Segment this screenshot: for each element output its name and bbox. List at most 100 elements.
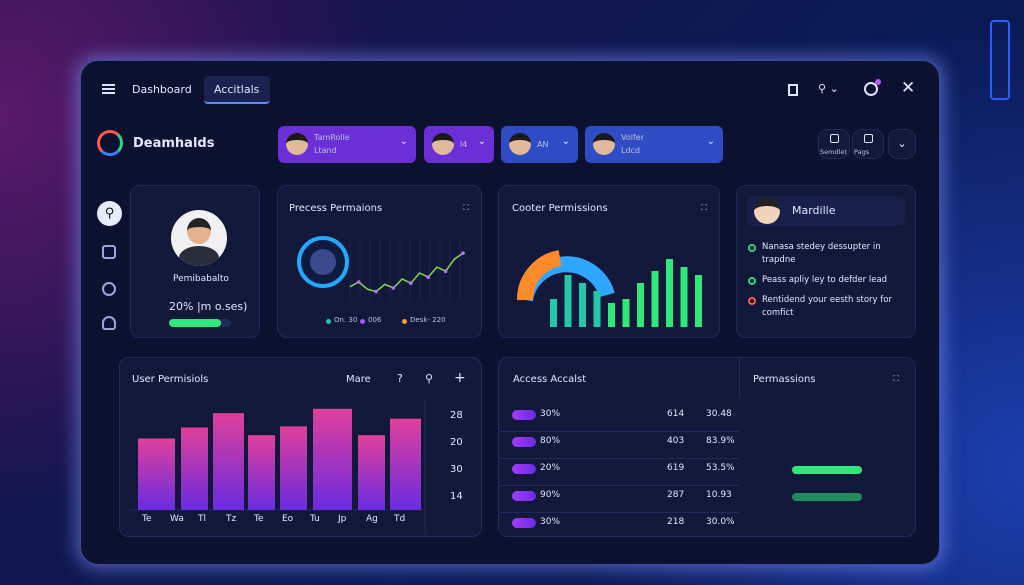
legend-label: On. 30 xyxy=(334,316,358,324)
note-dot xyxy=(748,297,756,305)
bar xyxy=(579,283,586,327)
cell: 80% xyxy=(540,436,561,446)
toggle[interactable] xyxy=(512,518,536,528)
search[interactable]: ⚲ xyxy=(425,372,434,385)
help[interactable]: ? xyxy=(397,372,403,385)
bar xyxy=(637,283,644,327)
user-chip[interactable]: l4 ⌄ xyxy=(424,126,494,163)
bar xyxy=(695,275,702,327)
user-chip[interactable]: TamRolle Ltand ⌄ xyxy=(278,126,416,163)
icon[interactable] xyxy=(788,84,798,96)
expand[interactable]: ⛶ xyxy=(701,203,707,212)
y-tick-label: 30 xyxy=(450,464,463,475)
side-icon[interactable] xyxy=(102,316,116,330)
cell: 218 xyxy=(667,517,685,527)
bar xyxy=(213,413,244,510)
card-title: Cooter Permissions xyxy=(512,203,608,214)
note-text: Peass apliy ley to defder lead xyxy=(762,275,888,285)
permission-bar xyxy=(792,466,862,474)
legend-dot xyxy=(402,319,407,324)
bar xyxy=(313,408,352,510)
x-tick-label: Wa xyxy=(170,514,184,524)
avatar xyxy=(171,210,227,266)
user-sub: Ldcd xyxy=(621,146,641,155)
action-label: Semdlet xyxy=(820,148,847,156)
search[interactable]: ⚲ xyxy=(97,201,122,226)
side-icon[interactable] xyxy=(102,282,116,296)
bar xyxy=(593,291,601,327)
toggle[interactable] xyxy=(512,437,536,447)
cell: 614 xyxy=(667,409,685,419)
bar xyxy=(680,267,688,327)
logo xyxy=(97,130,123,156)
bar xyxy=(651,271,659,327)
bar xyxy=(248,435,275,510)
x-tick-label: Te xyxy=(142,514,152,524)
avatar xyxy=(286,133,308,155)
profile-card: Pemibabalto 20% |m o.ses) xyxy=(130,185,260,338)
nav-item[interactable]: Dashboard xyxy=(132,83,192,96)
profile-stat: 20% |m o.ses) xyxy=(169,300,248,313)
side-icon[interactable] xyxy=(102,245,116,259)
add[interactable]: + xyxy=(454,370,466,386)
row-divider xyxy=(499,431,739,432)
progress-fill xyxy=(169,319,222,327)
bar xyxy=(622,299,630,327)
avatar xyxy=(432,133,454,155)
cell: 403 xyxy=(667,436,685,446)
more[interactable]: Mare xyxy=(346,374,371,385)
notes-name: Mardille xyxy=(792,204,836,217)
legend-dot xyxy=(360,319,365,324)
x-tick-label: Ag xyxy=(366,514,378,524)
notification[interactable] xyxy=(864,79,881,96)
access-card: Access Accalst Permassions ⛶ xyxy=(498,357,916,537)
bar xyxy=(666,259,673,327)
legend-label: 006 xyxy=(368,316,382,324)
bar xyxy=(564,275,572,327)
user-name: TamRolle xyxy=(314,133,350,142)
user-chip[interactable]: Volfer Ldcd ⌄ xyxy=(585,126,723,163)
nav-tab[interactable]: Accitlals xyxy=(204,76,270,104)
icon xyxy=(830,134,839,143)
user-sub: l4 xyxy=(460,140,468,149)
x-tick-label: Td xyxy=(394,514,406,524)
column-title: Permassions xyxy=(753,374,816,385)
row-divider xyxy=(499,458,739,459)
close[interactable]: ✕ xyxy=(901,78,916,98)
note-dot xyxy=(748,277,756,285)
card-title: Access Accalst xyxy=(513,374,587,385)
chevron: ⌄ xyxy=(399,136,408,147)
chevron: ⌄ xyxy=(477,136,486,147)
bar xyxy=(550,299,557,327)
cell: 619 xyxy=(667,463,685,473)
row-divider xyxy=(499,512,739,513)
icon[interactable]: ⚲ ⌄ xyxy=(818,82,839,95)
divider xyxy=(739,358,740,398)
line-point xyxy=(426,275,431,280)
dropdown[interactable]: ⌄ xyxy=(888,129,916,159)
x-tick-label: Tu xyxy=(310,514,320,524)
expand[interactable]: ⛶ xyxy=(463,203,469,212)
expand[interactable]: ⛶ xyxy=(893,374,899,383)
cell: 30% xyxy=(540,409,561,419)
line-point xyxy=(443,269,448,274)
action-button[interactable]: Semdlet xyxy=(818,129,850,159)
decor xyxy=(990,20,1010,100)
toggle[interactable] xyxy=(512,464,536,474)
x-tick-label: Tz xyxy=(226,514,237,524)
chevron: ⌄ xyxy=(561,136,570,147)
action-button[interactable]: Pags xyxy=(852,129,884,159)
x-tick-label: Te xyxy=(254,514,264,524)
chevron: ⌄ xyxy=(706,136,715,147)
toggle[interactable] xyxy=(512,491,536,501)
toggle[interactable] xyxy=(512,410,536,420)
notes-card: Mardille xyxy=(736,185,916,338)
cell: 287 xyxy=(667,490,685,500)
note-text: Nanasa stedey dessupter in trapdne xyxy=(762,242,881,265)
menu-icon[interactable] xyxy=(102,84,115,94)
user-chip[interactable]: AN ⌄ xyxy=(501,126,578,163)
y-tick-label: 14 xyxy=(450,491,463,502)
bar xyxy=(390,418,421,510)
